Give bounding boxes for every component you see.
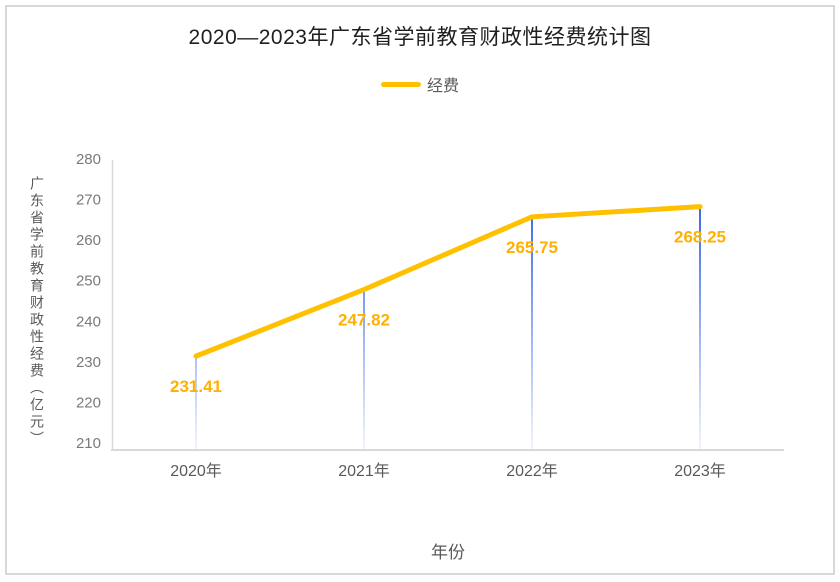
x-tick-label: 2020年	[170, 462, 222, 480]
x-tick-label: 2022年	[506, 462, 558, 480]
data-label: 231.41	[170, 377, 222, 396]
y-tick-label: 240	[76, 313, 101, 330]
y-tick-label: 210	[76, 435, 101, 452]
data-label: 268.25	[674, 228, 726, 247]
legend: 经费	[0, 72, 840, 96]
series-line	[193, 204, 703, 359]
legend-series-label: 经费	[426, 78, 459, 95]
y-tick-label: 280	[76, 151, 101, 168]
y-tick-label: 250	[76, 273, 101, 290]
y-tick-label: 220	[76, 394, 101, 411]
y-tick-label: 270	[76, 192, 101, 209]
chart-title: 2020—2023年广东省学前教育财政性经费统计图	[188, 26, 652, 49]
legend-line-swatch	[380, 81, 421, 87]
x-tick-label: 2021年	[338, 462, 390, 480]
x-tick-label: 2023年	[674, 462, 726, 480]
y-tick-label: 230	[76, 354, 101, 371]
data-label: 247.82	[338, 311, 390, 330]
x-axis-title: 年份	[431, 543, 465, 562]
data-label: 265.75	[506, 238, 558, 257]
y-tick-label: 260	[76, 232, 101, 249]
y-axis-title: 广东省学前教育财政性经费（亿元）	[29, 176, 45, 448]
